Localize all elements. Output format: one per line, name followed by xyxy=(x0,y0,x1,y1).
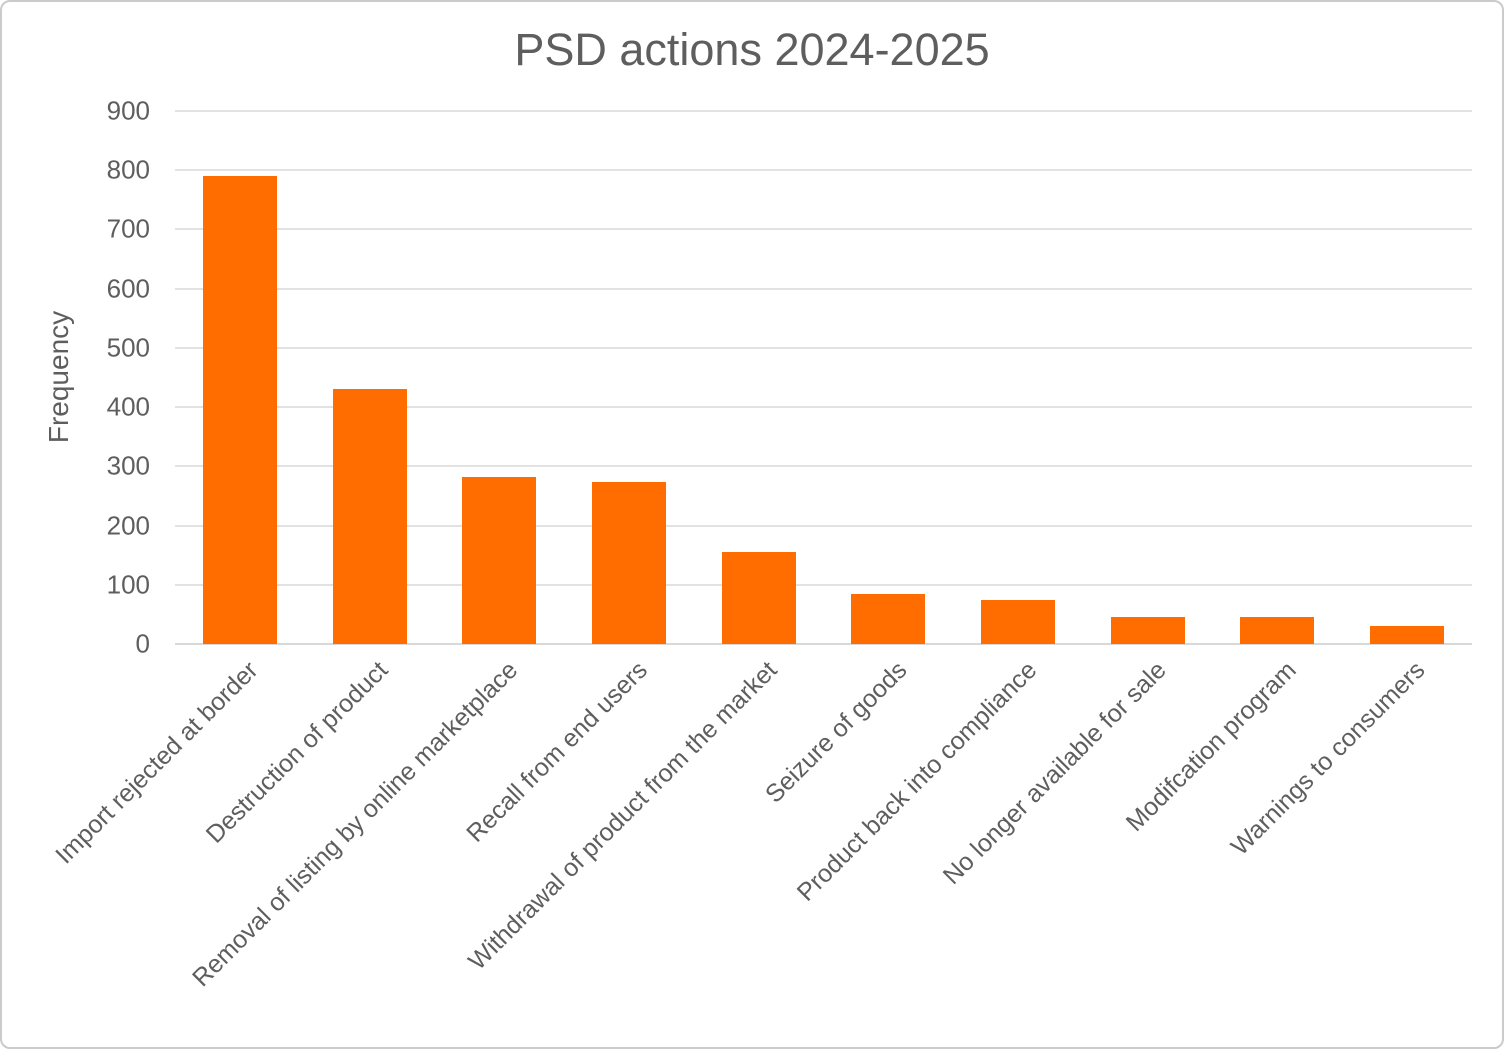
y-axis-tick-label: 500 xyxy=(106,332,150,363)
bar xyxy=(1240,617,1315,644)
bar xyxy=(202,176,277,644)
y-axis-tick-label: 900 xyxy=(106,95,150,126)
bar xyxy=(1370,626,1445,644)
chart-title: PSD actions 2024-2025 xyxy=(514,24,990,75)
gridline xyxy=(175,346,1472,349)
gridline xyxy=(175,465,1472,468)
gridline xyxy=(175,110,1472,112)
gridline xyxy=(175,406,1472,409)
y-axis-tick-label: 100 xyxy=(106,569,150,600)
y-axis-tick-label: 400 xyxy=(106,391,150,422)
y-axis-title: Frequency xyxy=(43,310,74,444)
gridline xyxy=(175,583,1472,586)
x-axis-label: Seizure of goods xyxy=(759,656,913,809)
y-axis-tick-label: 800 xyxy=(106,154,150,185)
y-axis-tick-label: 300 xyxy=(106,450,150,481)
bar xyxy=(332,389,407,644)
gridline xyxy=(175,524,1472,527)
x-axis-label: No longer available for sale xyxy=(937,656,1172,891)
bar xyxy=(462,476,537,644)
gridline xyxy=(175,169,1472,172)
y-axis-tick-label: 0 xyxy=(135,628,150,659)
bar xyxy=(721,552,796,644)
x-axis-label: Product back into compliance xyxy=(791,656,1042,907)
gridline xyxy=(175,287,1472,290)
gridline xyxy=(175,228,1472,231)
y-axis-tick-label: 600 xyxy=(106,273,150,304)
y-axis-tick-label: 200 xyxy=(106,510,150,541)
bar xyxy=(591,482,666,644)
gridline xyxy=(175,643,1472,645)
bar xyxy=(1110,616,1185,644)
bar xyxy=(851,593,926,644)
y-axis-tick-label: 700 xyxy=(106,213,150,244)
bar xyxy=(981,599,1056,644)
